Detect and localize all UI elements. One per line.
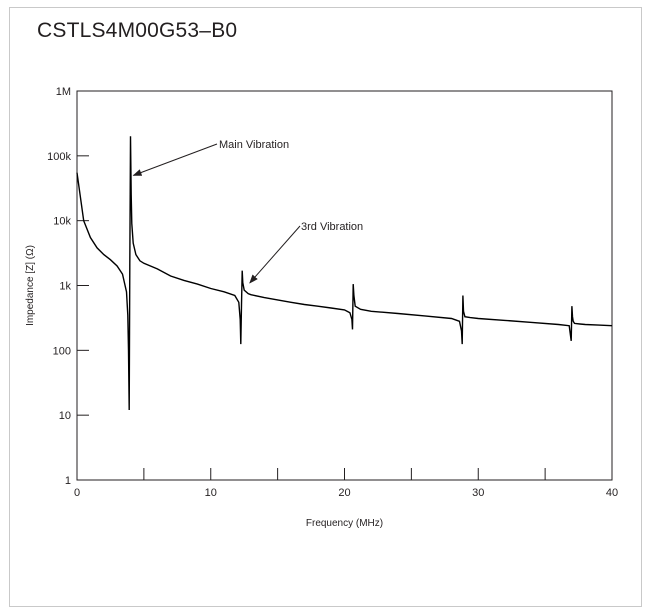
x-tick-label: 30 <box>472 487 484 499</box>
y-tick-label: 1k <box>59 281 71 293</box>
chart-title: CSTLS4M00G53–B0 <box>37 19 238 42</box>
y-tick-label: 100k <box>47 151 71 163</box>
x-tick-label: 10 <box>205 487 217 499</box>
impedance-series-line <box>76 136 613 411</box>
x-tick-label: 40 <box>606 487 618 499</box>
impedance-chart: 0 10 20 30 40 1 10 100 1k 10k 100k 1M Main Vibratio… <box>25 86 618 529</box>
plot-area <box>76 90 613 481</box>
annotation-label: Main Vibration <box>219 139 289 151</box>
y-tick-label: 10k <box>53 216 71 228</box>
x-axis-label: Frequency (MHz) <box>306 518 383 529</box>
annotation-arrow <box>249 225 301 284</box>
y-tick-label: 100 <box>53 345 71 357</box>
annotation-label: 3rd Vibration <box>301 221 363 233</box>
y-tick-label: 1M <box>56 86 71 98</box>
y-tick-label: 1 <box>65 475 71 487</box>
annotation-arrow <box>132 143 218 176</box>
y-tick-label: 10 <box>59 410 71 422</box>
y-axis-label: Impedance [Z] (Ω) <box>25 245 36 326</box>
x-tick-label: 0 <box>74 487 80 499</box>
x-tick-label: 20 <box>338 487 350 499</box>
